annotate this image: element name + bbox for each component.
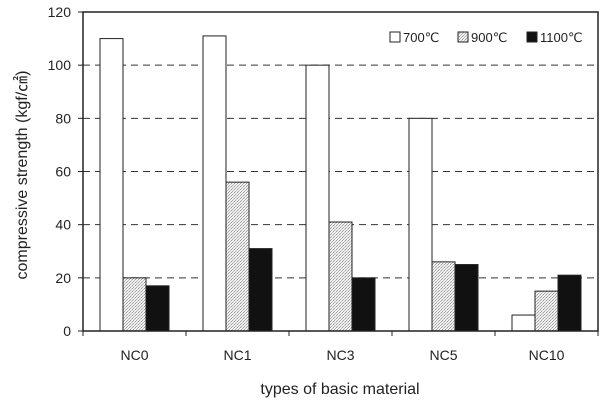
bar-nc3-1100: [351, 277, 376, 332]
legend: 700℃ 900℃ 1100℃: [389, 30, 583, 45]
bar-nc5-900: [431, 261, 456, 332]
y-tick-label: 60: [55, 164, 71, 180]
y-tick-label: 20: [55, 270, 71, 286]
legend-swatch: [457, 31, 469, 43]
y-tick-labels: 0 20 40 60 80 100 120: [48, 4, 72, 339]
y-tick-label: 120: [48, 4, 72, 20]
bar-nc10-900: [534, 290, 559, 332]
legend-swatch: [526, 31, 538, 43]
y-tick-label: 40: [55, 217, 71, 233]
x-tick-label: NC10: [529, 347, 565, 363]
x-tick-label: NC3: [326, 347, 354, 363]
x-axis-label: types of basic material: [260, 381, 419, 398]
bar-nc0-700: [99, 38, 124, 332]
legend-label: 700℃: [403, 30, 439, 45]
y-axis-label: compressive strength (kgf/㎠): [13, 71, 31, 280]
legend-swatch: [389, 31, 401, 43]
bar-nc1-900: [225, 181, 250, 332]
legend-label: 1100℃: [540, 30, 583, 45]
bar-nc5-1100: [454, 264, 479, 332]
y-tick-label: 100: [48, 57, 72, 73]
bar-nc1-1100: [248, 248, 273, 332]
bars: [99, 35, 582, 332]
bar-nc0-900: [122, 277, 147, 332]
bar-nc3-900: [328, 221, 353, 332]
plot-frame: [82, 11, 599, 332]
y-tick-label: 0: [63, 323, 71, 339]
x-tick-labels: NC0 NC1 NC3 NC5 NC10: [120, 347, 564, 363]
bar-nc10-1100: [557, 274, 582, 332]
bar-nc0-1100: [145, 285, 170, 332]
legend-label: 900℃: [471, 30, 507, 45]
x-tick-label: NC0: [120, 347, 148, 363]
bar-nc3-700: [305, 64, 330, 332]
bar-nc1-700: [202, 35, 227, 332]
bar-nc5-700: [408, 117, 433, 332]
bar-nc10-700: [511, 314, 536, 332]
y-tick-label: 80: [55, 110, 71, 126]
x-tick-label: NC1: [223, 347, 251, 363]
x-tick-label: NC5: [429, 347, 457, 363]
axes: [78, 11, 599, 336]
